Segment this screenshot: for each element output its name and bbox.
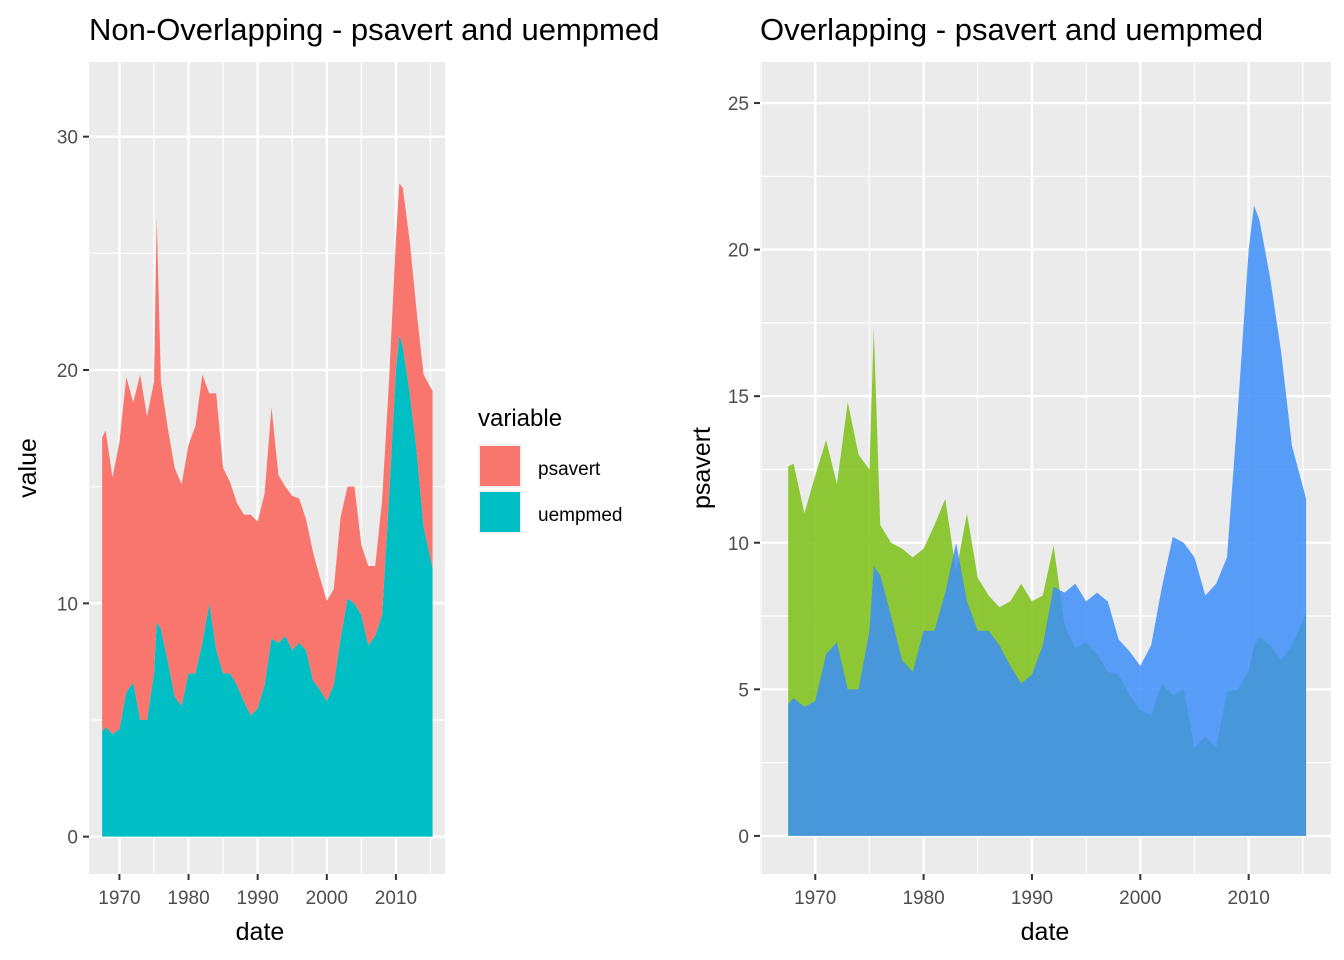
area-psavert — [102, 183, 433, 735]
left-x-axis-title: date — [236, 918, 285, 946]
left-x-axis: 1970 1980 1990 2000 2010 — [98, 874, 417, 909]
y-tick-label: 10 — [728, 534, 749, 555]
left-y-axis: 0 10 20 30 — [57, 128, 89, 849]
y-tick-label: 20 — [728, 241, 749, 262]
right-chart-title: Overlapping - psavert and uempmed — [760, 12, 1263, 47]
y-tick-label: 30 — [57, 128, 78, 149]
y-tick-label: 25 — [728, 94, 749, 115]
x-tick-label: 1990 — [1011, 888, 1053, 909]
right-areas — [788, 205, 1307, 836]
area-uempmed — [788, 205, 1307, 836]
right-y-axis-title: psavert — [688, 427, 716, 509]
left-chart-title: Non-Overlapping - psavert and uempmed — [89, 12, 659, 47]
x-tick-label: 1980 — [167, 888, 209, 909]
left-chart-panel: Non-Overlapping - psavert and uempmed 0 1… — [14, 12, 659, 946]
y-tick-label: 20 — [57, 361, 78, 382]
x-tick-label: 1970 — [794, 888, 836, 909]
legend-swatch-psavert — [480, 446, 520, 486]
left-areas — [102, 183, 433, 837]
x-tick-label: 1990 — [237, 888, 279, 909]
x-tick-label: 1970 — [98, 888, 140, 909]
right-x-axis: 1970 1980 1990 2000 2010 — [794, 874, 1270, 909]
legend-swatch-uempmed — [480, 492, 520, 532]
legend: variable psavert uempmed — [478, 405, 623, 534]
x-tick-label: 2010 — [375, 888, 417, 909]
x-tick-label: 2000 — [306, 888, 348, 909]
x-tick-label: 2010 — [1228, 888, 1270, 909]
area-uempmed — [102, 335, 433, 837]
legend-label-uempmed: uempmed — [538, 505, 623, 526]
right-chart-panel: Overlapping - psavert and uempmed 0 5 10 15… — [688, 12, 1331, 946]
y-tick-label: 0 — [738, 827, 749, 848]
legend-label-psavert: psavert — [538, 459, 601, 480]
legend-title: variable — [478, 405, 562, 432]
y-tick-label: 10 — [57, 594, 78, 615]
y-tick-label: 15 — [728, 387, 749, 408]
right-y-axis: 0 5 10 15 20 25 — [728, 94, 760, 848]
x-tick-label: 1980 — [902, 888, 944, 909]
x-tick-label: 2000 — [1119, 888, 1161, 909]
right-x-axis-title: date — [1021, 918, 1070, 946]
y-tick-label: 5 — [738, 680, 749, 701]
y-tick-label: 0 — [67, 828, 78, 849]
left-y-axis-title: value — [14, 438, 42, 498]
